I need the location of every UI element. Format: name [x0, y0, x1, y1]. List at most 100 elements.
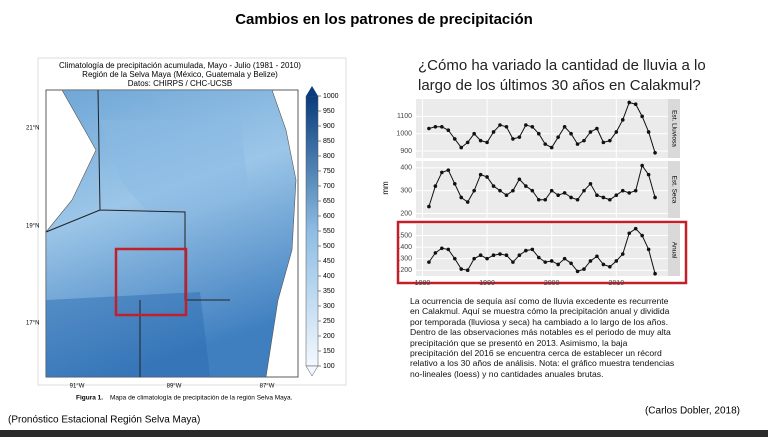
data-point: [582, 188, 586, 193]
data-point: [556, 193, 560, 197]
y-tick-label: 200: [400, 210, 412, 217]
data-point: [543, 142, 548, 146]
data-point: [620, 188, 625, 193]
data-point: [614, 193, 619, 197]
data-point: [633, 102, 638, 107]
data-point: [556, 135, 560, 139]
data-point: [633, 188, 638, 193]
data-point: [427, 126, 431, 131]
bottom-bar: [0, 430, 768, 437]
description-line: La ocurrencia de sequía así como de lluv…: [410, 296, 669, 306]
data-point: [549, 259, 554, 263]
data-point: [562, 256, 567, 261]
data-point: [524, 123, 528, 127]
data-point: [614, 130, 619, 134]
data-point: [511, 260, 515, 264]
slide-title: Cambios en los patrones de precipitación: [235, 11, 533, 28]
data-point: [582, 267, 586, 271]
panel: [416, 161, 668, 218]
data-point: [517, 177, 522, 182]
data-point: [530, 247, 535, 252]
data-point: [485, 140, 489, 145]
y-tick-label: 900: [400, 148, 412, 155]
strip: [668, 99, 680, 158]
x-tick-label: 2000: [544, 280, 560, 287]
data-point: [562, 191, 567, 195]
data-point: [620, 118, 625, 122]
colorbar-tick-label: 700: [323, 183, 335, 190]
colorbar-tick-label: 500: [323, 243, 335, 250]
data-point: [640, 114, 644, 119]
colorbar-tick-label: 250: [323, 318, 335, 325]
description-line: relativo a los 30 años de análisis. Nota…: [410, 358, 675, 369]
lat-label: 17°N: [26, 321, 39, 327]
strip: [668, 161, 680, 218]
panel: [416, 224, 668, 276]
map-title: Climatología de precipitación acumulada,…: [59, 61, 301, 70]
data-point: [608, 197, 612, 202]
data-point: [595, 254, 599, 259]
data-point: [524, 184, 528, 188]
data-point: [582, 138, 586, 143]
caption: Mapa de climatología de precipitación de…: [110, 395, 293, 402]
data-point: [440, 246, 444, 251]
data-point: [556, 262, 560, 267]
colorbar-end: [306, 86, 318, 96]
data-point: [646, 130, 651, 134]
description: La ocurrencia de sequía así como de lluv…: [410, 296, 710, 379]
y-tick-label: 1000: [396, 131, 412, 138]
data-point: [452, 137, 457, 141]
data-point: [536, 255, 541, 260]
y-tick-label: 1400: [396, 244, 412, 251]
data-point: [549, 188, 554, 193]
data-point: [543, 197, 548, 202]
data-point: [627, 231, 632, 236]
y-tick-label: 1300: [396, 256, 412, 263]
chart-title: ¿Cómo ha variado la cantidad de lluvia a…: [418, 57, 706, 74]
data-point: [491, 184, 496, 188]
study-area: [114, 247, 188, 317]
map-title: Datos: CHIRPS / CHC-UCSB: [128, 79, 232, 88]
data-point: [646, 172, 651, 177]
data-point: [640, 163, 644, 168]
description-line: precipitación del 2016 se encuentra cerc…: [410, 348, 662, 359]
data-point: [562, 124, 567, 129]
data-point: [517, 135, 522, 139]
strip: [668, 224, 680, 276]
data-point: [504, 193, 509, 197]
data-point: [646, 247, 651, 252]
data-point: [517, 253, 522, 257]
data-point: [549, 145, 554, 150]
data-point: [608, 138, 612, 143]
lon-label: 87°W: [260, 384, 275, 390]
y-tick-label: 400: [400, 165, 412, 172]
data-point: [504, 253, 509, 257]
x-tick-label: 1990: [479, 280, 495, 287]
data-point: [459, 145, 464, 150]
data-point: [465, 200, 470, 204]
data-point: [452, 182, 457, 186]
data-point: [459, 267, 464, 271]
data-point: [536, 131, 541, 136]
data-point: [536, 197, 541, 202]
data-point: [478, 138, 483, 143]
data-point: [498, 252, 502, 256]
data-point: [653, 150, 657, 155]
data-point: [595, 193, 599, 197]
data-point: [452, 256, 457, 261]
colorbar-tick-label: 600: [323, 213, 335, 220]
colorbar-tick-label: 400: [323, 273, 335, 280]
data-point: [511, 137, 515, 141]
data-point: [543, 260, 548, 264]
data-point: [478, 172, 483, 177]
data-point: [633, 226, 638, 231]
caption-label: Figura 1.: [76, 395, 103, 402]
colorbar-tick-label: 850: [323, 138, 335, 145]
strip-label: Anual: [670, 242, 677, 259]
data-point: [653, 271, 657, 276]
data-point: [433, 184, 438, 188]
data-point: [569, 195, 573, 200]
colorbar-tick-label: 550: [323, 228, 335, 235]
